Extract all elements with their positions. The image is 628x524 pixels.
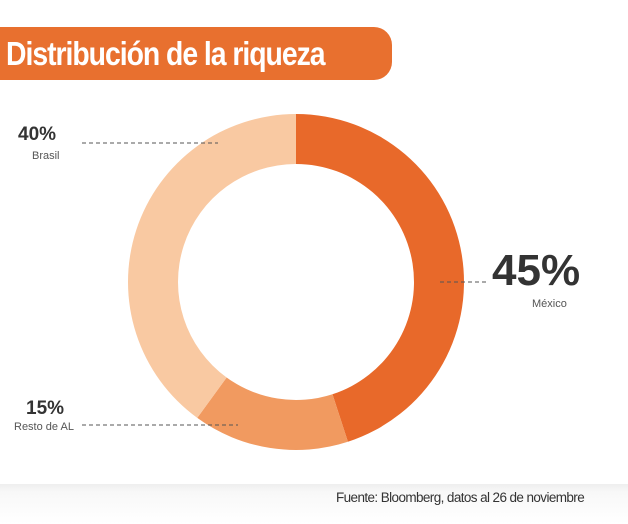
resto-label: Resto de AL [14,421,74,433]
mexico-label: México [532,298,567,310]
source-note: Fuente: Bloomberg, datos al 26 de noviem… [336,490,585,505]
slice-brasil [127,114,296,418]
title-bar [0,27,392,80]
resto-percent: 15% [26,398,65,419]
brasil-percent: 40% [18,124,57,145]
chart-title: Distribución de la riqueza [6,35,326,72]
slice-resto-de-al [197,377,348,450]
mexico-percent: 45% [492,246,581,295]
footer [0,484,628,524]
brasil-label: Brasil [32,150,60,162]
slice-méxico [296,114,464,442]
